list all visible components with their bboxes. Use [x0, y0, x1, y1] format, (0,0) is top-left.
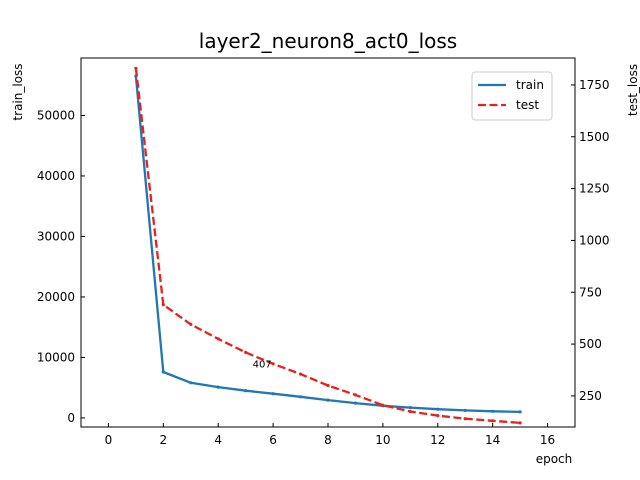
y-right-tick-label: 250	[579, 389, 602, 403]
series-point-train	[436, 407, 440, 411]
y-right-axis-label: test_loss	[626, 64, 640, 116]
series-point-train	[518, 410, 522, 414]
series-point-test	[491, 419, 495, 423]
x-tick-label: 8	[324, 433, 332, 447]
series-point-train	[189, 381, 193, 385]
point-annotation: 407	[253, 359, 272, 370]
y-left-tick-label: 30000	[37, 229, 75, 243]
y-left-tick-label: 0	[67, 411, 75, 425]
series-point-train	[463, 408, 467, 412]
y-right-tick-label: 750	[579, 285, 602, 299]
x-tick-label: 10	[375, 433, 390, 447]
y-right-tick-label: 500	[579, 337, 602, 351]
series-point-test	[244, 350, 248, 354]
x-tick-label: 14	[485, 433, 500, 447]
series-point-test	[463, 417, 467, 421]
data-series	[134, 66, 522, 425]
x-tick-label: 6	[269, 433, 277, 447]
legend-label-train: train	[516, 78, 544, 92]
y-right-tick-label: 1750	[579, 78, 610, 92]
series-point-test	[271, 362, 275, 366]
series-point-train	[271, 392, 275, 396]
x-tick-label: 4	[214, 433, 222, 447]
x-tick-label: 16	[540, 433, 555, 447]
y-left-tick-label: 10000	[37, 350, 75, 364]
x-tick-label: 12	[430, 433, 445, 447]
annotations: 407	[253, 359, 272, 370]
legend: train test	[471, 71, 553, 121]
legend-label-test: test	[516, 98, 539, 112]
x-axis-label: epoch	[536, 452, 573, 466]
series-point-test	[518, 421, 522, 425]
y-right-tick-label: 1500	[579, 130, 610, 144]
series-point-train	[353, 401, 357, 405]
x-tick-label: 2	[160, 433, 168, 447]
x-tick-label: 0	[105, 433, 113, 447]
series-point-test	[436, 414, 440, 418]
series-point-test	[299, 372, 303, 376]
series-point-train	[244, 389, 248, 393]
series-point-train	[216, 385, 220, 389]
series-point-train	[161, 370, 165, 374]
y-left-tick-label: 40000	[37, 169, 75, 183]
series-point-test	[189, 322, 193, 326]
series-point-test	[326, 383, 330, 388]
y-right-tick-label: 1000	[579, 233, 610, 247]
series-point-test	[381, 403, 385, 407]
series-line-test	[134, 68, 521, 425]
series-point-test	[134, 66, 138, 70]
chart-title: layer2_neuron8_act0_loss	[199, 29, 457, 53]
series-point-train	[326, 398, 330, 402]
series-line-train	[134, 75, 521, 414]
series-point-test	[161, 303, 165, 307]
plot-frame	[80, 57, 576, 428]
series-point-train	[408, 406, 412, 410]
y-left-tick-label: 50000	[37, 108, 75, 122]
series-point-train	[299, 395, 303, 399]
series-point-test	[408, 409, 412, 414]
series-point-test	[216, 337, 220, 341]
y-right-tick-label: 1250	[579, 182, 610, 196]
series-point-train	[491, 409, 495, 413]
axis-ticks: 0 2 4 6 8 10 12 14 16 0 10000 20000 30000 40000 50000 2…	[37, 78, 610, 447]
y-left-axis-label: train_loss	[11, 63, 25, 120]
y-left-tick-label: 20000	[37, 290, 75, 304]
series-point-test	[353, 393, 357, 397]
